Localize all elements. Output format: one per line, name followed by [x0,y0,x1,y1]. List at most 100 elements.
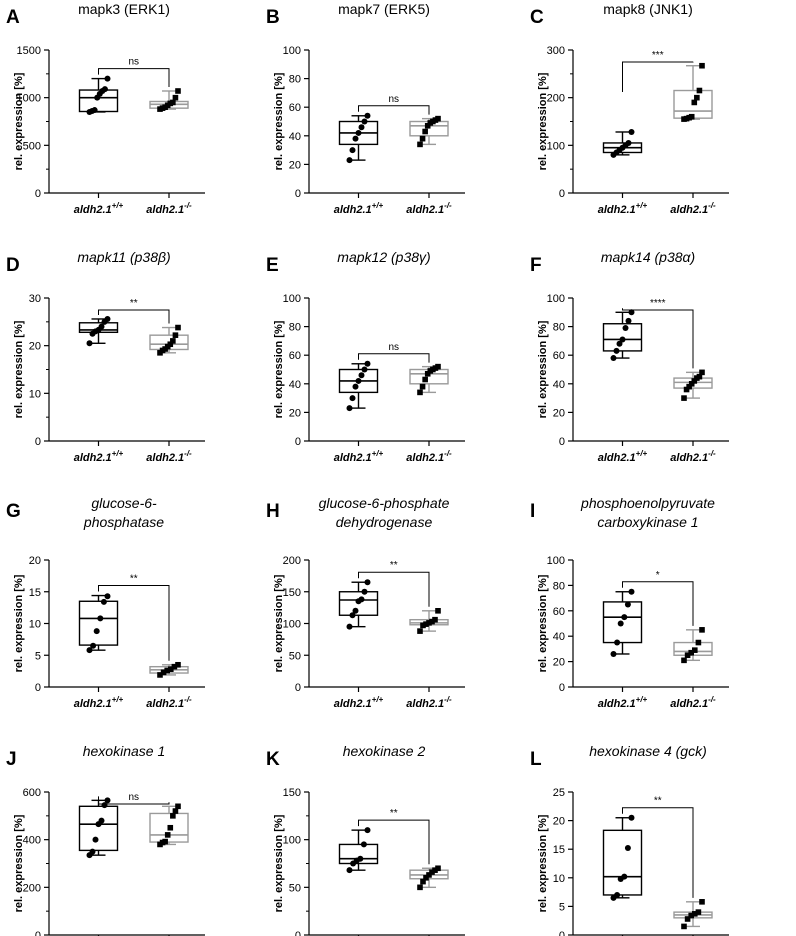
panel-letter: F [530,255,542,276]
y-tick-label: 0 [559,682,565,694]
y-tick-label: 100 [283,45,301,57]
y-axis-label: rel. expression [%] [273,814,285,912]
panel-letter: D [6,255,20,276]
data-point [172,94,179,101]
x-category-name: aldh2.1 [334,204,372,216]
significance-bracket [98,68,170,87]
data-point [616,340,623,347]
box-knockout [673,369,713,401]
y-tick-label: 50 [289,650,301,662]
iqr-box [602,601,643,644]
x-category-label: aldh2.1+/+ [598,201,648,216]
significance-bracket [622,807,694,898]
x-category-name: aldh2.1 [146,452,184,464]
data-point [164,667,170,674]
x-category-name: aldh2.1 [670,698,708,710]
data-point [360,841,367,848]
data-point [346,623,353,630]
x-category-label: aldh2.1+/+ [334,449,384,464]
data-point [692,647,698,653]
data-point [167,824,174,831]
y-tick-label: 20 [553,657,565,669]
data-point [352,135,359,142]
y-tick-label: 15 [29,587,41,599]
significance-bracket [622,581,694,626]
data-point [610,355,617,362]
y-axis-label: rel. expression [%] [537,320,549,418]
data-point [435,865,441,872]
x-category-label: aldh2.1+/+ [334,695,384,710]
box-wildtype [338,827,379,874]
y-tick-label: 600 [23,787,41,799]
data-point [613,347,620,354]
box-knockout [409,363,449,396]
box-knockout [673,627,713,664]
box-knockout [409,115,449,148]
x-category-genotype: -/- [708,695,716,704]
x-category-name: aldh2.1 [74,452,112,464]
chart-title: hexokinase 4 (gck) [589,743,707,759]
box-knockout [149,661,189,678]
y-tick-label: 0 [35,436,41,448]
data-point [171,663,178,670]
x-category-genotype: +/+ [372,201,384,210]
box-knockout [149,88,189,112]
x-category-name: aldh2.1 [598,452,636,464]
y-tick-label: 100 [283,293,301,305]
significance-label: ** [390,560,398,571]
data-point [699,627,705,633]
iqr-box [338,843,379,865]
data-point [688,381,695,387]
significance-bracket [622,61,694,92]
data-point [686,383,692,390]
y-tick-label: 200 [283,555,301,567]
x-category-label: aldh2.1-/- [406,695,452,710]
data-point [688,113,695,120]
data-point [364,579,371,586]
x-category-genotype: -/- [444,449,452,458]
y-tick-label: 1500 [17,45,41,57]
x-category-genotype: +/+ [112,201,124,210]
x-category-genotype: +/+ [636,695,648,704]
data-point [168,666,174,673]
data-point [625,317,632,324]
data-point [89,848,96,855]
y-tick-label: 300 [547,45,565,57]
y-tick-label: 100 [547,293,565,305]
chart-title: glucose-6- [91,495,157,511]
panel-letter: B [266,7,280,28]
data-point [422,128,428,135]
data-point [688,912,694,919]
data-point [622,325,629,332]
data-point [364,360,371,367]
panel-letter: A [6,7,20,28]
y-tick-label: 0 [559,188,565,200]
y-tick-label: 5 [35,650,41,662]
y-tick-label: 100 [283,619,301,631]
box-knockout [409,865,449,891]
x-category-name: aldh2.1 [598,204,636,216]
box-wildtype [338,579,379,630]
significance-label: ns [388,342,399,353]
y-tick-label: 10 [29,619,41,631]
x-category-name: aldh2.1 [146,204,184,216]
y-tick-label: 5 [559,901,565,913]
y-tick-label: 80 [289,74,301,86]
box-knockout [149,803,189,848]
chart-title: phosphoenolpyruvate [580,495,715,511]
data-point [699,62,705,69]
x-category-label: aldh2.1+/+ [598,449,648,464]
y-axis-label: rel. expression [%] [273,320,285,418]
data-point [175,661,181,668]
data-point [157,672,163,678]
y-tick-label: 60 [289,350,301,362]
data-point [694,94,700,101]
data-point [91,107,98,114]
